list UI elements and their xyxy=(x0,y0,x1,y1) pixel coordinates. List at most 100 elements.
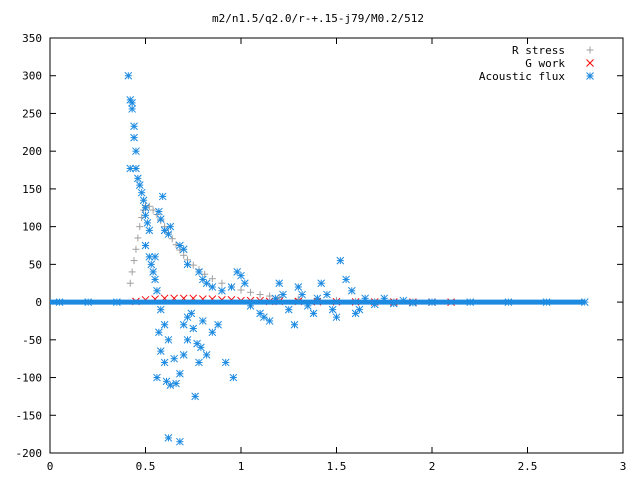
y-tick-label: 300 xyxy=(22,70,42,83)
axes: 0 0.5 1 1.5 2 2.5 3 -200 -150 -100 -50 0 50 100 150 200… xyxy=(16,32,627,473)
r-stress-point xyxy=(126,279,134,287)
acoustic-flux-point xyxy=(147,260,156,269)
y-tick-label: 150 xyxy=(22,183,42,196)
r-stress-point xyxy=(237,286,245,294)
acoustic-flux-point xyxy=(202,351,211,359)
chart-title: m2/n1.5/q2.0/r-+.15-j79/M0.2/512 xyxy=(212,12,424,25)
acoustic-flux-point xyxy=(143,219,152,227)
acoustic-flux-point xyxy=(294,283,303,291)
acoustic-flux-point xyxy=(198,317,207,325)
acoustic-flux-point xyxy=(191,392,200,401)
legend-label: Acoustic flux xyxy=(479,70,565,83)
acoustic-flux-point xyxy=(183,335,192,344)
acoustic-flux-point xyxy=(130,122,138,131)
acoustic-flux-point xyxy=(151,275,159,284)
acoustic-flux-point xyxy=(342,275,350,284)
r-stress-point xyxy=(130,257,138,265)
acoustic-flux-point xyxy=(229,373,238,382)
acoustic-flux-point xyxy=(309,309,318,318)
acoustic-flux-point xyxy=(221,358,230,367)
legend-marker xyxy=(586,46,594,54)
r-stress-point xyxy=(132,245,140,253)
acoustic-flux-point xyxy=(179,245,188,254)
r-stress-point xyxy=(128,268,136,276)
y-tick-label: 50 xyxy=(29,258,42,271)
acoustic-flux-point xyxy=(284,305,293,314)
y-tick-label: -50 xyxy=(22,334,42,347)
acoustic-flux-point xyxy=(189,324,198,333)
legend-label: G work xyxy=(525,57,565,70)
acoustic-flux-point xyxy=(218,286,226,295)
acoustic-flux-point xyxy=(237,271,245,280)
acoustic-flux-point xyxy=(195,358,203,367)
acoustic-flux-point xyxy=(135,181,144,189)
acoustic-flux-point xyxy=(332,313,341,322)
acoustic-flux-point xyxy=(137,188,146,197)
acoustic-flux-point xyxy=(156,215,165,223)
acoustic-flux-point xyxy=(149,268,157,276)
acoustic-flux-point xyxy=(202,279,211,288)
r-stress-point xyxy=(138,214,146,222)
x-tick-label: 1.5 xyxy=(327,460,347,473)
acoustic-flux-point xyxy=(145,252,154,261)
legend-marker xyxy=(586,59,594,67)
r-stress-point xyxy=(266,292,274,300)
acoustic-flux-point xyxy=(164,434,173,442)
x-tick-label: 0 xyxy=(47,460,54,473)
acoustic-flux-point xyxy=(153,286,161,295)
r-stress-point xyxy=(180,251,188,259)
legend-label: R stress xyxy=(512,44,565,57)
acoustic-flux-point xyxy=(145,226,154,235)
acoustic-flux-point xyxy=(160,320,169,329)
acoustic-flux-point xyxy=(214,320,222,329)
acoustic-flux-point xyxy=(197,343,205,352)
acoustic-flux-point xyxy=(187,309,196,318)
acoustic-flux-point xyxy=(355,305,364,314)
acoustic-flux-point xyxy=(172,379,180,388)
r-stress-point xyxy=(247,288,255,296)
plot-frame xyxy=(49,37,624,454)
acoustic-flux-point xyxy=(155,207,163,216)
acoustic-flux-point xyxy=(279,290,287,299)
acoustic-flux-point xyxy=(336,256,345,265)
acoustic-flux-point xyxy=(166,381,175,389)
acoustic-flux-point xyxy=(164,335,173,344)
y-tick-label: -100 xyxy=(16,372,43,385)
acoustic-flux-point xyxy=(298,290,306,299)
acoustic-flux-point xyxy=(160,358,169,367)
acoustic-flux-point xyxy=(166,222,175,231)
y-tick-label: 100 xyxy=(22,221,42,234)
acoustic-flux-point xyxy=(156,305,165,314)
acoustic-flux-point xyxy=(156,347,165,355)
acoustic-flux-point xyxy=(176,369,184,378)
r-stress-point xyxy=(168,235,176,243)
y-tick-label: 350 xyxy=(22,32,42,45)
acoustic-flux-point xyxy=(128,105,136,113)
y-tick-label: 250 xyxy=(22,107,42,120)
x-tick-label: 3 xyxy=(620,460,627,473)
y-tick-label: 0 xyxy=(35,296,42,309)
x-tick-label: 2 xyxy=(429,460,436,473)
x-tick-label: 1 xyxy=(238,460,245,473)
acoustic-flux-point xyxy=(317,279,326,288)
acoustic-flux-point xyxy=(170,354,179,363)
acoustic-flux-point xyxy=(130,133,138,142)
acoustic-flux-point xyxy=(176,437,184,446)
acoustic-flux-point xyxy=(128,99,136,107)
acoustic-flux-point xyxy=(179,320,188,329)
acoustic-flux-point xyxy=(155,328,163,337)
acoustic-flux-point xyxy=(347,286,356,295)
acoustic-flux-point xyxy=(132,164,140,173)
acoustic-flux-point xyxy=(164,230,173,239)
y-tick-label: -150 xyxy=(16,409,43,422)
acoustic-flux-point xyxy=(240,279,249,288)
x-tick-label: 0.5 xyxy=(136,460,156,473)
acoustic-flux-point xyxy=(151,252,159,261)
acoustic-flux-point xyxy=(323,290,331,299)
r-stress-point xyxy=(172,241,180,249)
acoustic-flux-point xyxy=(265,317,274,325)
r-stress-point xyxy=(136,223,144,231)
acoustic-flux-point xyxy=(134,174,142,183)
